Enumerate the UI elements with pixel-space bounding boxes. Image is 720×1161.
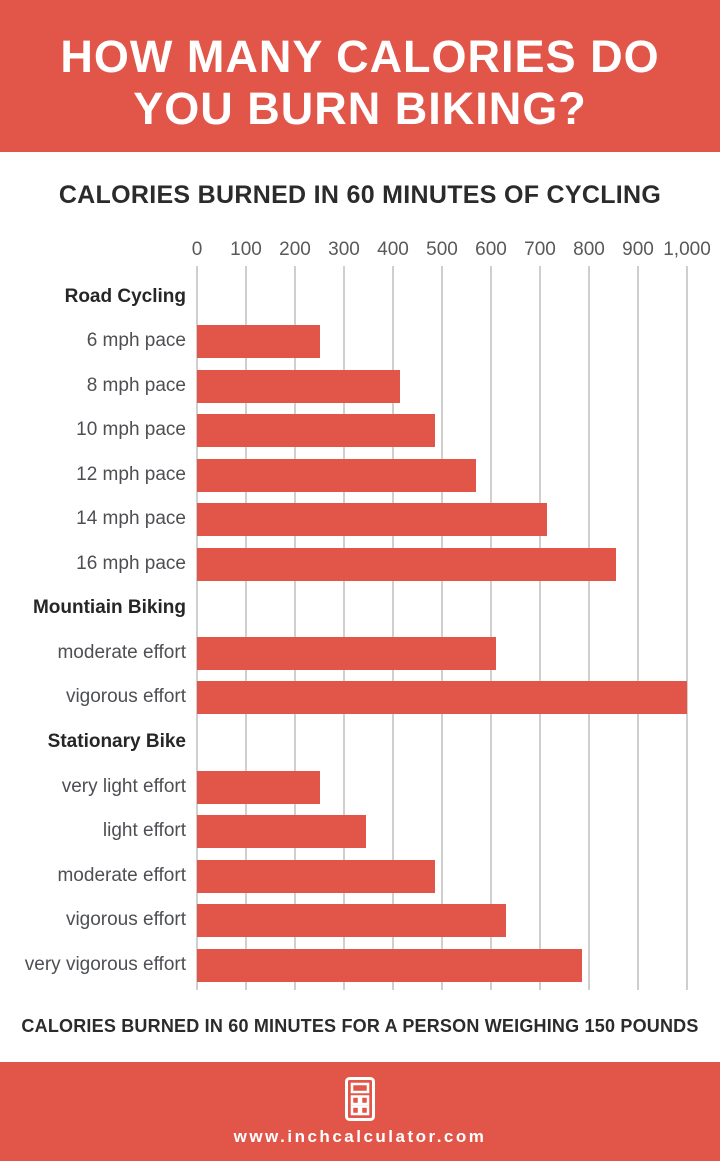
bar (197, 458, 476, 492)
plot-area: 0 100 200 300 400 500 600 700 800 900 1,000 Road Cy… (24, 239, 711, 990)
bar (197, 636, 496, 670)
group-label: Road Cycling (64, 285, 186, 307)
bar (197, 325, 320, 359)
page-title: HOW MANY CALORIES DO YOU BURN BIKING? (0, 31, 720, 135)
x-axis-tick-label: 800 (573, 239, 605, 260)
bar-label: moderate effort (57, 641, 186, 663)
bar-label: 10 mph pace (76, 419, 186, 441)
bar-label: 12 mph pace (76, 463, 186, 485)
gridline (637, 266, 639, 990)
website-url: www.inchcalculator.com (233, 1127, 487, 1146)
x-axis-tick-label: 300 (328, 239, 360, 260)
x-axis-tick-label: 0 (191, 239, 203, 260)
chart-title: CALORIES BURNED IN 60 MINUTES OF CYCLING (58, 181, 662, 209)
group-label: Mountiain Biking (32, 597, 186, 619)
bar (197, 369, 400, 403)
gridline (490, 266, 492, 990)
bar (197, 815, 366, 849)
gridline (392, 266, 394, 990)
x-axis-tick-label: 100 (230, 239, 262, 260)
x-axis-tick-label: 200 (279, 239, 311, 260)
bar-label: very light effort (61, 775, 186, 797)
footer-banner: www.inchcalculator.com (0, 1062, 720, 1161)
gridline (588, 266, 590, 990)
gridline (441, 266, 443, 990)
bar-label: moderate effort (57, 864, 186, 886)
x-axis-tick-label: 400 (377, 239, 409, 260)
x-axis-tick-label: 1,000 (663, 239, 711, 260)
bar-label: 6 mph pace (86, 330, 186, 352)
bar (197, 770, 320, 804)
bar-label: 16 mph pace (76, 552, 186, 574)
gridline (196, 266, 198, 990)
page-title-line-1: HOW MANY CALORIES DO (60, 31, 660, 82)
group-label: Stationary Bike (47, 731, 186, 752)
gridline (686, 266, 688, 990)
bar (197, 547, 616, 581)
bar-label: 14 mph pace (76, 508, 186, 530)
gridline (539, 266, 541, 990)
x-axis-tick-label: 500 (426, 239, 458, 260)
header-banner: HOW MANY CALORIES DO YOU BURN BIKING? (0, 0, 720, 152)
x-axis-tick-label: 900 (622, 239, 654, 260)
bar-label: very vigorous effort (24, 953, 186, 975)
bar (197, 503, 547, 537)
bar-label: 8 mph pace (86, 374, 186, 396)
bar-label: light effort (102, 820, 186, 842)
calculator-icon (345, 1077, 375, 1121)
x-axis-tick-label: 600 (475, 239, 507, 260)
gridline (343, 266, 345, 990)
chart-footnote: CALORIES BURNED IN 60 MINUTES FOR A PERS… (21, 1016, 699, 1036)
bar-label: vigorous effort (65, 909, 186, 931)
bar (197, 414, 435, 448)
bar-label: vigorous effort (65, 686, 186, 708)
gridline (294, 266, 296, 990)
bar (197, 948, 582, 982)
bar (197, 859, 435, 893)
gridline (245, 266, 247, 990)
x-axis-tick-label: 700 (524, 239, 556, 260)
page-title-line-2: YOU BURN BIKING? (133, 83, 587, 134)
bar (197, 681, 687, 715)
bar (197, 904, 506, 938)
